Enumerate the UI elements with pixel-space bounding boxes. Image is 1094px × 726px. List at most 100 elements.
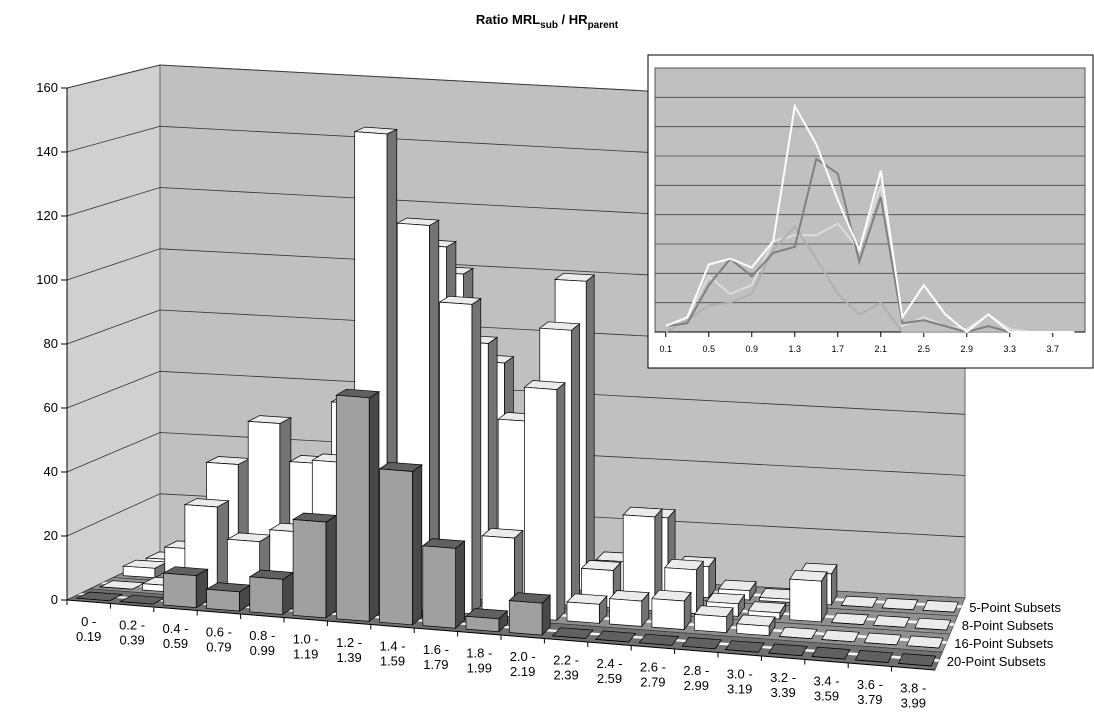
bar bbox=[378, 461, 423, 626]
grid-line bbox=[66, 432, 966, 476]
bar bbox=[897, 653, 937, 667]
x-tick-line: 0.39 bbox=[119, 632, 144, 647]
bar-front bbox=[811, 656, 845, 660]
bar-front bbox=[864, 642, 897, 646]
bar bbox=[863, 632, 902, 646]
bar bbox=[162, 566, 209, 609]
x-tick-line: 1.99 bbox=[467, 660, 492, 675]
x-tick-line: 0.19 bbox=[76, 629, 101, 644]
title-part: / HR bbox=[558, 12, 588, 27]
inset-line bbox=[665, 157, 1075, 334]
x-tick-label: 1.8 -1.99 bbox=[466, 645, 492, 675]
bar-side bbox=[412, 464, 423, 626]
x-tick-line: 2.39 bbox=[553, 667, 578, 682]
bar-side bbox=[325, 514, 337, 619]
bar-front bbox=[821, 639, 855, 643]
y-tick-label: 60 bbox=[44, 400, 58, 415]
bar bbox=[465, 608, 509, 633]
inset-x-tick-label: 2.9 bbox=[960, 344, 973, 354]
x-tick-line: 3.39 bbox=[770, 685, 795, 700]
x-tick-line: 3.99 bbox=[901, 695, 926, 710]
x-tick-label: 0.8 -0.99 bbox=[249, 628, 275, 658]
x-tick-line: 0.79 bbox=[206, 639, 231, 654]
x-tick-line: 3.0 - bbox=[727, 666, 753, 681]
inset-x-tick-label: 0.5 bbox=[702, 344, 715, 354]
bar bbox=[75, 591, 124, 602]
bar-front bbox=[779, 636, 812, 640]
x-tick-label: 3.6 -3.79 bbox=[857, 677, 883, 707]
x-tick-label: 2.2 -2.39 bbox=[553, 652, 579, 682]
x-tick-label: 1.2 -1.39 bbox=[336, 635, 362, 665]
inset-x-tick-label: 1.7 bbox=[831, 344, 844, 354]
bar bbox=[922, 600, 959, 613]
bar bbox=[292, 512, 338, 619]
x-tick-line: 1.59 bbox=[380, 653, 405, 668]
bar bbox=[205, 582, 252, 612]
y-tick-label: 40 bbox=[44, 464, 58, 479]
y-tick-label: 100 bbox=[36, 272, 58, 287]
x-tick-line: 3.79 bbox=[857, 692, 882, 707]
x-tick-line: 2.8 - bbox=[683, 663, 709, 678]
left-wall bbox=[66, 64, 161, 601]
inset-x-tick-label: 2.5 bbox=[917, 344, 930, 354]
bar-side bbox=[216, 500, 230, 597]
bar bbox=[594, 630, 637, 643]
bar bbox=[840, 595, 878, 608]
bar bbox=[906, 635, 944, 649]
inset-x-tick-label: 3.7 bbox=[1046, 344, 1059, 354]
bar-front bbox=[249, 576, 284, 615]
x-tick-label: 3.2 -3.39 bbox=[770, 670, 796, 700]
x-tick-line: 1.0 - bbox=[293, 631, 319, 646]
bar bbox=[724, 640, 765, 653]
inset-line bbox=[665, 103, 1075, 334]
bar-side bbox=[571, 323, 580, 607]
title-sub: sub bbox=[540, 20, 558, 31]
bar-side bbox=[556, 382, 566, 622]
x-tick-line: 0.59 bbox=[163, 636, 188, 651]
x-tick-line: 3.4 - bbox=[813, 673, 839, 688]
inset-x-tick-label: 0.9 bbox=[745, 344, 758, 354]
inset-line bbox=[665, 184, 1075, 333]
chart-title: Ratio MRLsub / HRparent bbox=[476, 12, 619, 31]
bar-front bbox=[122, 565, 156, 579]
bar-side bbox=[368, 391, 380, 623]
x-tick-line: 3.59 bbox=[814, 688, 839, 703]
inset-plot bbox=[654, 67, 1086, 333]
x-tick-line: 2.2 - bbox=[553, 652, 579, 667]
x-tick-line: 2.4 - bbox=[596, 656, 622, 671]
x-tick-label: 0.4 -0.59 bbox=[162, 621, 188, 651]
bar-front bbox=[789, 578, 822, 623]
bar bbox=[693, 605, 734, 634]
bar-front bbox=[524, 386, 558, 621]
x-tick-line: 0.2 - bbox=[119, 617, 145, 632]
x-tick-label: 2.0 -2.19 bbox=[510, 649, 536, 679]
x-tick-label: 3.0 -3.19 bbox=[727, 666, 753, 696]
x-tick-line: 0.6 - bbox=[206, 624, 232, 639]
bar bbox=[914, 617, 952, 631]
bar-front bbox=[162, 572, 197, 608]
grid-line bbox=[66, 493, 966, 538]
bar bbox=[821, 629, 860, 643]
x-tick-line: 1.2 - bbox=[336, 635, 362, 650]
bar-front bbox=[873, 624, 905, 628]
y-tick-label: 160 bbox=[36, 80, 58, 95]
x-tick-line: 1.79 bbox=[423, 657, 448, 672]
bar bbox=[736, 614, 776, 637]
bar-front bbox=[99, 586, 133, 590]
bar-front bbox=[841, 605, 873, 608]
bar bbox=[768, 643, 808, 657]
x-tick-line: 1.4 - bbox=[379, 638, 405, 653]
bar-front bbox=[736, 623, 770, 636]
title-part: Ratio MRL bbox=[476, 12, 540, 27]
bar-front bbox=[855, 659, 889, 663]
x-tick-line: 2.59 bbox=[597, 671, 622, 686]
x-tick-line: 2.99 bbox=[684, 678, 709, 693]
x-tick-label: 0.2 -0.39 bbox=[119, 617, 145, 647]
bar-front bbox=[831, 622, 864, 625]
x-tick-line: 3.6 - bbox=[857, 677, 883, 692]
y-tick-label: 120 bbox=[36, 208, 58, 223]
x-tick-label: 0.6 -0.79 bbox=[206, 624, 232, 654]
bar bbox=[335, 388, 381, 623]
bar-side bbox=[455, 540, 465, 629]
x-tick-line: 3.2 - bbox=[770, 670, 796, 685]
